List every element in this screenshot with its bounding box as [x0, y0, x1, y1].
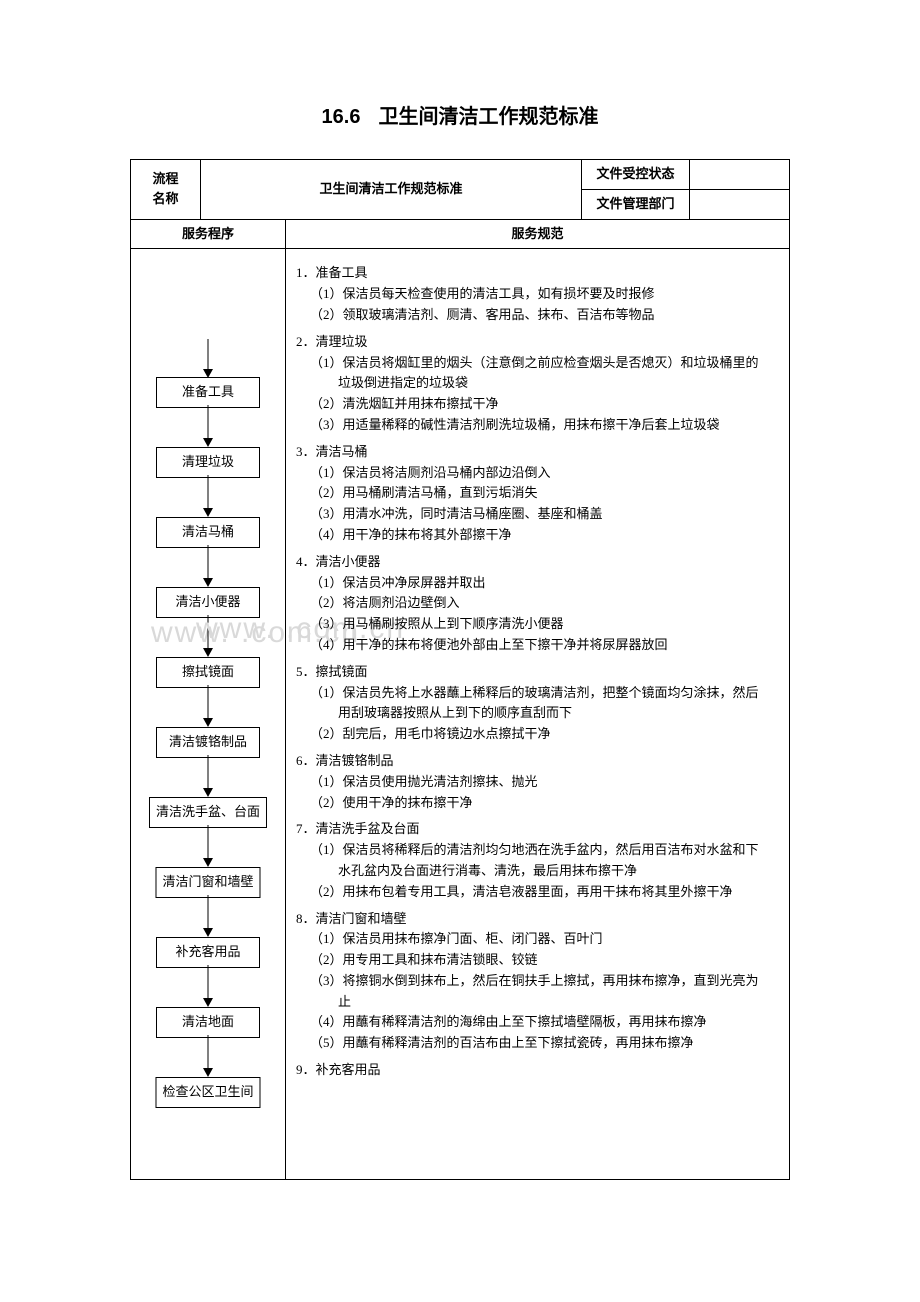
flow-step: 清洁洗手盆、台面 [149, 797, 267, 828]
flow-step: 准备工具 [156, 377, 260, 408]
spec-item: （1）保洁员将稀释后的清洁剂均匀地洒在洗手盆内，然后用百洁布对水盆和下 [296, 840, 779, 861]
spec-item: （3）将擦铜水倒到抹布上，然后在铜扶手上擦拭，再用抹布擦净，直到光亮为 [296, 971, 779, 992]
heading-text: 卫生间清洁工作规范标准 [378, 106, 598, 128]
proc-name-value: 卫生间清洁工作规范标准 [201, 160, 582, 220]
flow-step: 清洁门窗和墙壁 [155, 867, 260, 898]
spec-section-title: 6．清洁镀铬制品 [296, 751, 779, 772]
spec-section-title: 5．擦拭镜面 [296, 662, 779, 683]
flow-step: 清洁地面 [156, 1007, 260, 1038]
spec-item: （1）保洁员使用抛光清洁剂擦抹、抛光 [296, 772, 779, 793]
flowchart: www. .com.cn 准备工具清理垃圾清洁马桶清洁小便器擦拭镜面清洁镀铬制品… [131, 249, 285, 1179]
spec-item: （1）保洁员每天检查使用的清洁工具，如有损坏要及时报修 [296, 284, 779, 305]
spec-item: （2）清洗烟缸并用抹布擦拭干净 [296, 394, 779, 415]
spec-item: （3）用清水冲洗，同时清洁马桶座圈、基座和桶盖 [296, 504, 779, 525]
spec-section-title: 4．清洁小便器 [296, 552, 779, 573]
spec-item: （2）用马桶刷清洁马桶，直到污垢消失 [296, 483, 779, 504]
spec-item: 垃圾倒进指定的垃圾袋 [296, 373, 779, 394]
flow-step: 擦拭镜面 [156, 657, 260, 688]
page-heading: 16.6 卫生间清洁工作规范标准 [130, 100, 790, 129]
proc-name-label: 流程 名称 [131, 160, 201, 220]
spec-item: （2）刮完后，用毛巾将镜边水点擦拭干净 [296, 724, 779, 745]
spec-section-title: 7．清洁洗手盆及台面 [296, 819, 779, 840]
spec-item: （2）用抹布包着专用工具，清洁皂液器里面，再用干抹布将其里外擦干净 [296, 882, 779, 903]
spec-item: （1）保洁员冲净尿屏器并取出 [296, 573, 779, 594]
spec-item: （4）用蘸有稀释清洁剂的海绵由上至下擦拭墙壁隔板，再用抹布擦净 [296, 1012, 779, 1033]
flow-step: 清洁镀铬制品 [156, 727, 260, 758]
spec-section-title: 8．清洁门窗和墙壁 [296, 909, 779, 930]
spec-item: （3）用适量稀释的碱性清洁剂刷洗垃圾桶，用抹布擦干净后套上垃圾袋 [296, 415, 779, 436]
spec-item: （2）使用干净的抹布擦干净 [296, 793, 779, 814]
spec-item: 止 [296, 992, 779, 1013]
col-right-header: 服务规范 [286, 219, 790, 249]
flow-step: 清洁马桶 [156, 517, 260, 548]
spec-item: 水孔盆内及台面进行消毒、清洗，最后用抹布擦干净 [296, 861, 779, 882]
spec-item: （2）用专用工具和抹布清洁锁眼、铰链 [296, 950, 779, 971]
heading-number: 16.6 [322, 106, 361, 128]
col-left-header: 服务程序 [131, 219, 286, 249]
status-label: 文件受控状态 [582, 160, 690, 190]
spec-section-title: 2．清理垃圾 [296, 332, 779, 353]
spec-table: 流程 名称 卫生间清洁工作规范标准 文件受控状态 文件管理部门 服务程序 服务规… [130, 159, 790, 1180]
spec-section-title: 3．清洁马桶 [296, 442, 779, 463]
spec-body: 1．准备工具（1）保洁员每天检查使用的清洁工具，如有损坏要及时报修（2）领取玻璃… [296, 263, 779, 1080]
spec-item: （2）将洁厕剂沿边壁倒入 [296, 593, 779, 614]
spec-section-title: 1．准备工具 [296, 263, 779, 284]
spec-item: （1）保洁员将洁厕剂沿马桶内部边沿倒入 [296, 463, 779, 484]
flow-step: 补充客用品 [156, 937, 260, 968]
flow-step: 清理垃圾 [156, 447, 260, 478]
spec-item: （4）用干净的抹布将其外部擦干净 [296, 525, 779, 546]
dept-label: 文件管理部门 [582, 189, 690, 219]
flow-step: 检查公区卫生间 [155, 1077, 260, 1108]
spec-section-title: 9．补充客用品 [296, 1060, 779, 1081]
flow-step: 清洁小便器 [156, 587, 260, 618]
status-value [690, 160, 790, 190]
spec-item: （1）保洁员将烟缸里的烟头（注意倒之前应检查烟头是否熄灭）和垃圾桶里的 [296, 353, 779, 374]
spec-item: 用刮玻璃器按照从上到下的顺序直刮而下 [296, 703, 779, 724]
spec-item: （5）用蘸有稀释清洁剂的百洁布由上至下擦拭瓷砖，再用抹布擦净 [296, 1033, 779, 1054]
spec-item: （1）保洁员先将上水器蘸上稀释后的玻璃清洁剂，把整个镜面均匀涂抹，然后 [296, 683, 779, 704]
spec-item: （1）保洁员用抹布擦净门面、柜、闭门器、百叶门 [296, 929, 779, 950]
spec-item: （3）用马桶刷按照从上到下顺序清洗小便器 [296, 614, 779, 635]
spec-item: （2）领取玻璃清洁剂、厕清、客用品、抹布、百洁布等物品 [296, 305, 779, 326]
dept-value [690, 189, 790, 219]
spec-item: （4）用干净的抹布将便池外部由上至下擦干净并将尿屏器放回 [296, 635, 779, 656]
